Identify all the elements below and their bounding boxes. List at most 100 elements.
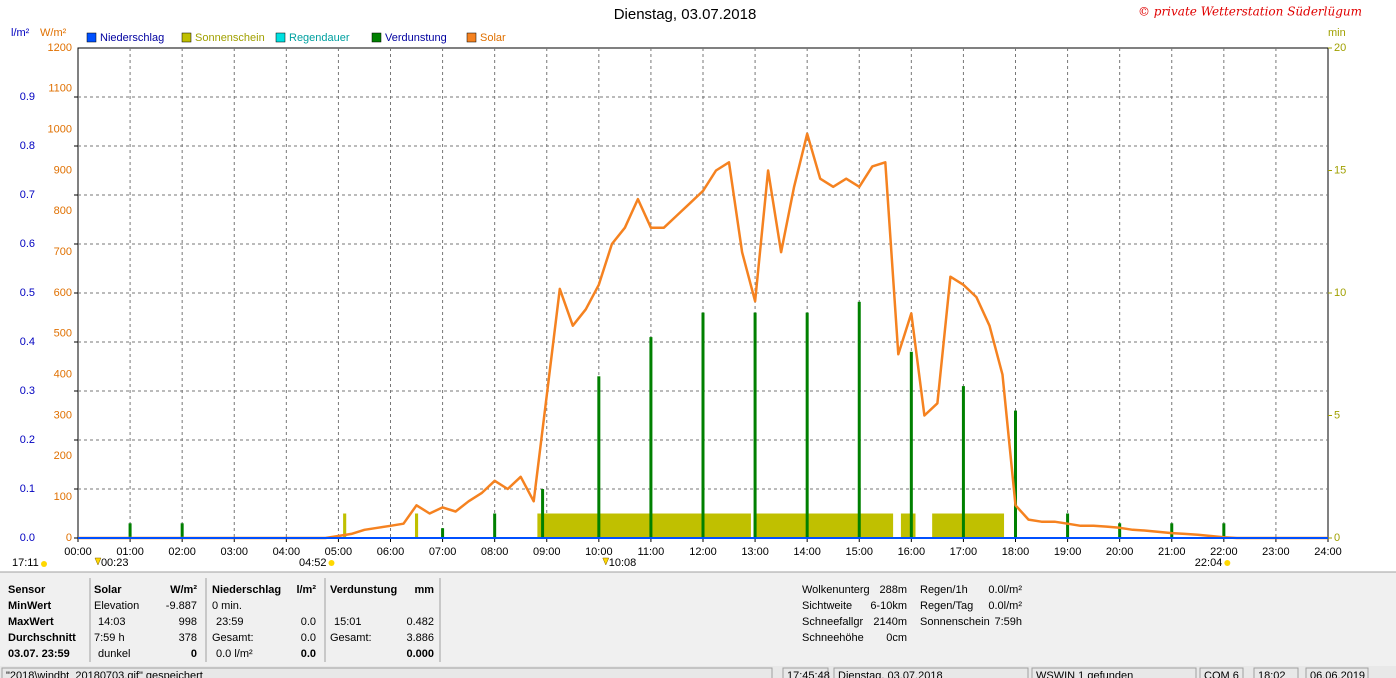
y3-tick-label: 15 (1334, 164, 1346, 176)
x-tick-label: 09:00 (533, 546, 561, 558)
status-cell (1031, 667, 1197, 678)
table-header: Sensor (8, 584, 46, 596)
info-value: 288m (879, 584, 907, 596)
x-tick-label: 12:00 (689, 546, 717, 558)
x-tick-label: 17:00 (950, 546, 978, 558)
line-y2 (78, 132, 1328, 540)
table-header: W/m² (170, 584, 197, 596)
table-cell: Durchschnitt (8, 632, 76, 644)
x-tick-label: 15:00 (845, 546, 873, 558)
table-header: Niederschlag (212, 584, 281, 596)
sunshine-bar (414, 513, 419, 538)
y3-tick-label: 20 (1334, 42, 1346, 54)
y-tick-label: 0.1 (20, 483, 35, 495)
sun-marker (328, 560, 335, 566)
y-axis-label: l/m² (11, 27, 30, 39)
y3-tick-label: 10 (1334, 287, 1346, 299)
evaporation-bar (1066, 513, 1070, 538)
legend-label: Solar (480, 32, 506, 44)
evaporation-bar (701, 312, 705, 538)
y3-tick-label: 0 (1334, 532, 1340, 544)
sunshine-bar (900, 513, 916, 538)
copyright: © private Wetterstation Süderlügum (1138, 5, 1362, 19)
y2-tick-label: 300 (54, 409, 72, 421)
y2-tick-label: 500 (54, 328, 72, 340)
evaporation-bar (1118, 523, 1122, 538)
chart-title: Dienstag, 03.07.2018 (614, 6, 757, 23)
table-cell: Gesamt: (212, 632, 254, 644)
info-label: Sonnenschein (920, 616, 990, 628)
legend-swatch (466, 32, 477, 43)
sunshine-bar (537, 513, 751, 538)
status-cell (1199, 667, 1244, 678)
sun-marker (41, 561, 47, 567)
evaporation-bar (441, 528, 445, 538)
table-cell: 23:59 (216, 616, 244, 628)
table-cell: Gesamt: (330, 632, 372, 644)
status-cell (1305, 667, 1369, 678)
table-cell: 998 (179, 616, 197, 628)
y3-tick-label: 5 (1334, 409, 1340, 421)
x-tick-label: 10:00 (585, 546, 613, 558)
legend-label: Regendauer (289, 32, 350, 44)
evaporation-bar (128, 523, 132, 538)
annotation-label: 17:11 (12, 557, 39, 569)
x-tick-label: 19:00 (1054, 546, 1082, 558)
table-cell: 0.0 l/m² (216, 648, 253, 660)
evaporation-bar (649, 337, 653, 538)
info-value: 0.0l/m² (988, 584, 1022, 596)
table-cell: 0.0 (301, 648, 316, 660)
evaporation-bar (541, 489, 545, 538)
x-tick-label: 00:00 (64, 546, 92, 558)
annotation-label: 04:52 (299, 557, 327, 569)
table-cell: MaxWert (8, 616, 54, 628)
y-tick-label: 0.9 (20, 91, 35, 103)
table-cell: MinWert (8, 600, 52, 612)
y-tick-label: 0.0 (20, 532, 35, 544)
evaporation-bar (1014, 410, 1017, 538)
table-header: l/m² (296, 584, 316, 596)
x-tick-label: 04:00 (273, 546, 301, 558)
moon-marker (602, 557, 610, 566)
status-text: "2018\windbt_20180703.gif" gespeichert (6, 670, 203, 678)
status-text: 18:02 (1258, 670, 1286, 678)
y3-axis-label: min (1328, 27, 1346, 39)
y2-tick-label: 600 (54, 287, 72, 299)
y2-tick-label: 1000 (48, 124, 72, 136)
x-tick-label: 08:00 (481, 546, 509, 558)
evaporation-bar (597, 376, 601, 538)
y-tick-label: 0.4 (20, 336, 35, 348)
sun-marker (1224, 560, 1231, 566)
x-tick-label: 20:00 (1106, 546, 1134, 558)
status-text: WSWIN 1 gefunden (1036, 670, 1133, 678)
y-tick-label: 0.2 (20, 434, 35, 446)
y2-tick-label: 900 (54, 164, 72, 176)
y2-axis-label: W/m² (40, 27, 67, 39)
x-tick-label: 07:00 (429, 546, 457, 558)
status-bar (0, 666, 1396, 678)
info-value: 0cm (886, 632, 907, 644)
y-tick-label: 0.8 (20, 140, 35, 152)
table-cell: 14:03 (98, 616, 126, 628)
x-tick-label: 23:00 (1262, 546, 1290, 558)
table-cell: 03.07. 23:59 (8, 648, 70, 660)
evaporation-bar (1222, 523, 1226, 538)
table-cell: dunkel (98, 648, 130, 660)
legend-label: Verdunstung (385, 32, 447, 44)
sunshine-bar (932, 513, 1005, 538)
x-tick-label: 03:00 (220, 546, 248, 558)
table-cell: 15:01 (334, 616, 362, 628)
evaporation-bar (909, 351, 913, 538)
x-tick-label: 13:00 (741, 546, 769, 558)
legend-label: Sonnenschein (195, 32, 265, 44)
x-tick-label: 24:00 (1314, 546, 1342, 558)
status-text: Dienstag, 03.07.2018 (838, 670, 943, 678)
x-tick-label: 21:00 (1158, 546, 1186, 558)
table-cell: 0.482 (406, 616, 434, 628)
y2-tick-label: 0 (66, 532, 72, 544)
y2-tick-label: 700 (54, 246, 72, 258)
status-text: 17:45:48 (787, 670, 830, 678)
legend-swatch (275, 32, 286, 43)
